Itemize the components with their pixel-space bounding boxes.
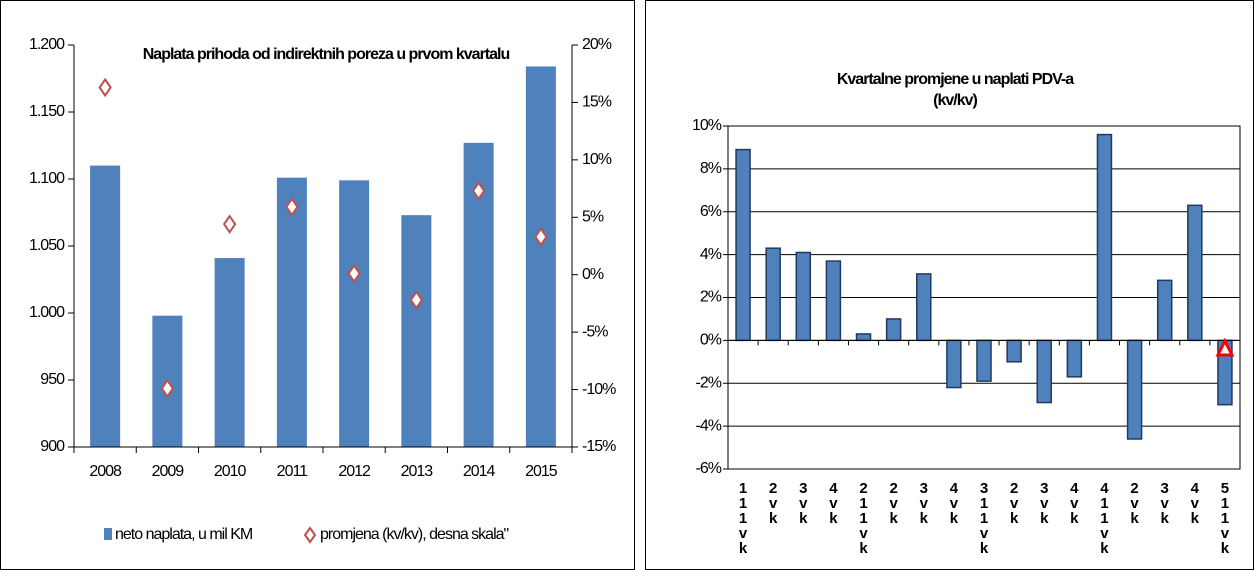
diamond-marker bbox=[285, 197, 299, 217]
x-tick-label: 2008 bbox=[89, 463, 122, 480]
diamond-marker bbox=[98, 77, 112, 98]
x-tick-label: 3vk bbox=[1156, 480, 1173, 525]
x-tick-label: 211vk bbox=[855, 480, 872, 555]
plot-frame bbox=[727, 125, 1241, 470]
bar bbox=[1156, 279, 1173, 342]
bar bbox=[916, 273, 932, 342]
x-tick-label: 411vk bbox=[1096, 480, 1113, 555]
x-tick-label: 2vk bbox=[1126, 480, 1143, 525]
x-tick-label: 4vk bbox=[1186, 480, 1203, 525]
bar bbox=[735, 148, 751, 342]
x-tick-label: 511vk bbox=[1216, 480, 1233, 555]
x-tick-label: 2010 bbox=[214, 463, 247, 480]
diamond-marker bbox=[409, 290, 424, 310]
bar bbox=[1066, 339, 1083, 378]
bar bbox=[1126, 339, 1143, 440]
y2-tick-label: 0% bbox=[582, 266, 604, 283]
y-tick-label: 900 bbox=[40, 438, 65, 455]
x-tick-label: 2009 bbox=[152, 463, 185, 480]
y2-tick-label: -10% bbox=[582, 381, 616, 398]
bar bbox=[1096, 133, 1113, 342]
y-tick-label: -2% bbox=[696, 374, 722, 391]
y-tick-label: 8% bbox=[700, 160, 722, 177]
x-tick-label: 2vk bbox=[885, 480, 902, 525]
x-tick-label: 3vk bbox=[795, 480, 812, 525]
x-tick-label: 4vk bbox=[945, 480, 962, 525]
x-tick-label: 311vk bbox=[976, 480, 993, 555]
diamond-marker bbox=[471, 181, 486, 201]
y-tick-label: 1.200 bbox=[29, 36, 65, 53]
x-tick-label: 2011 bbox=[277, 463, 309, 480]
bar bbox=[855, 333, 872, 342]
bar bbox=[401, 215, 432, 447]
triangle-marker bbox=[1215, 337, 1235, 357]
y-tick-label: 10% bbox=[692, 117, 722, 134]
y2-tick-label: 15% bbox=[582, 94, 612, 111]
bar bbox=[90, 165, 121, 447]
bar bbox=[885, 318, 902, 342]
x-tick-label: 2014 bbox=[463, 463, 496, 480]
y-tick-label: 6% bbox=[700, 203, 722, 220]
bar bbox=[795, 251, 812, 342]
y2-tick-label: -5% bbox=[582, 323, 608, 340]
diamond-marker bbox=[347, 263, 361, 284]
bar bbox=[339, 180, 370, 447]
bar bbox=[214, 258, 245, 447]
y-tick-label: 0% bbox=[700, 332, 722, 349]
bar bbox=[525, 66, 556, 447]
legend-label: neto naplata, u mil KM bbox=[115, 526, 253, 543]
bar bbox=[976, 339, 992, 382]
chart-subtitle: (kv/kv) bbox=[933, 92, 977, 109]
y-tick-label: 1.150 bbox=[29, 103, 65, 120]
y-tick-label: -6% bbox=[696, 460, 722, 477]
diamond-marker bbox=[222, 214, 237, 234]
y-tick-label: -4% bbox=[696, 417, 722, 434]
bar bbox=[276, 177, 307, 447]
x-tick-label: 4vk bbox=[1066, 480, 1083, 525]
bar bbox=[1036, 339, 1052, 404]
y-tick-label: 4% bbox=[700, 246, 722, 263]
x-tick-label: 2013 bbox=[401, 463, 434, 480]
x-tick-label: 2012 bbox=[338, 463, 371, 480]
x-tick-label: 2vk bbox=[765, 480, 782, 525]
diamond-marker bbox=[534, 227, 548, 247]
x-tick-label: 2015 bbox=[525, 463, 558, 480]
y2-tick-label: 5% bbox=[582, 209, 604, 226]
y-tick-label: 1.100 bbox=[29, 170, 65, 187]
y2-tick-label: 10% bbox=[582, 151, 612, 168]
diamond-marker bbox=[160, 378, 175, 399]
chart-title: Naplata prihoda od indirektnih poreza u … bbox=[143, 46, 510, 63]
x-tick-label: 3vk bbox=[915, 480, 932, 525]
legend-label: promjena (kv/kv), desna skala" bbox=[320, 526, 509, 543]
legend-swatch bbox=[303, 526, 317, 544]
x-tick-label: 3vk bbox=[1036, 480, 1053, 525]
y-tick-label: 1.000 bbox=[29, 304, 65, 321]
bar bbox=[765, 247, 781, 342]
y2-tick-label: -15% bbox=[582, 438, 616, 455]
x-tick-label: 111vk bbox=[735, 480, 752, 555]
bar bbox=[825, 260, 842, 342]
y-tick-label: 950 bbox=[40, 371, 65, 388]
y2-tick-label: 20% bbox=[582, 36, 612, 53]
bar bbox=[1006, 339, 1022, 363]
x-tick-label: 4vk bbox=[825, 480, 842, 525]
y-tick-label: 1.050 bbox=[29, 237, 65, 254]
chart-title: Kvartalne promjene u naplati PDV-a bbox=[837, 71, 1074, 88]
bar bbox=[946, 339, 962, 389]
legend-swatch bbox=[104, 528, 112, 540]
y-tick-label: 2% bbox=[700, 289, 722, 306]
bar bbox=[1187, 204, 1203, 342]
x-tick-label: 2vk bbox=[1006, 480, 1023, 525]
